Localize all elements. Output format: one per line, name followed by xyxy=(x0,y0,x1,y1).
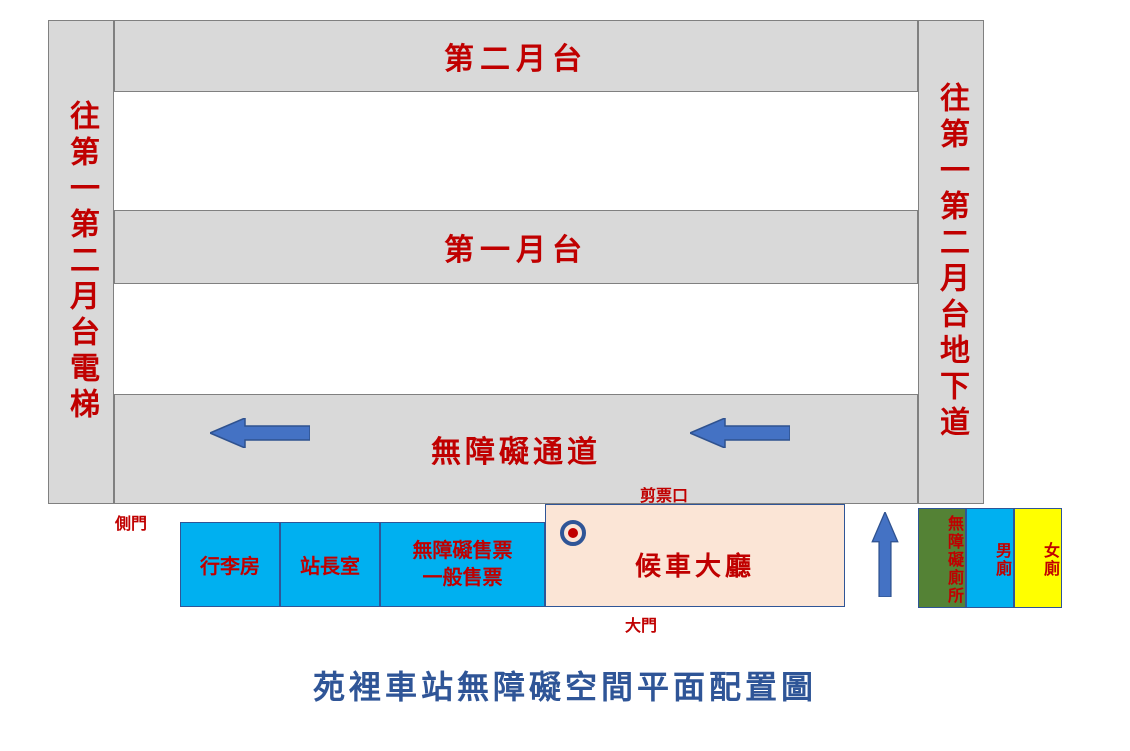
platform-1-label: 第一月台 xyxy=(444,225,588,269)
marker-circle-icon xyxy=(560,520,586,546)
station-master-room: 站長室 xyxy=(280,522,380,607)
accessible-corridor-band: 無障礙通道 xyxy=(114,394,918,504)
left-elevator-label: 往第一第二月台電梯 xyxy=(59,100,103,424)
diagram-title-text: 苑裡車站無障礙空間平面配置圖 xyxy=(313,662,817,708)
station-master-label: 站長室 xyxy=(300,550,360,579)
accessible-toilet-label: 無障礙廁所 xyxy=(941,515,965,605)
side-door-label: 側門 xyxy=(115,510,147,534)
ticket-room-label-2: 一般售票 xyxy=(423,565,503,592)
accessible-toilet: 無障礙廁所 xyxy=(918,508,966,608)
womens-toilet-label: 女廁 xyxy=(1037,542,1061,578)
mens-toilet-label: 男廁 xyxy=(989,542,1013,578)
side-door-text: 側門 xyxy=(115,516,147,533)
womens-toilet: 女廁 xyxy=(1014,508,1062,608)
right-underpass-label: 往第一第二月台地下道 xyxy=(929,82,973,442)
left-elevator-column: 往第一第二月台電梯 xyxy=(48,20,114,504)
waiting-hall: 候車大廳 xyxy=(545,504,845,607)
ticket-gate-text: 剪票口 xyxy=(640,488,688,505)
waiting-hall-label: 候車大廳 xyxy=(635,546,755,583)
arrow-up-icon xyxy=(870,512,900,597)
main-door-label: 大門 xyxy=(625,612,657,636)
luggage-room: 行李房 xyxy=(180,522,280,607)
ticket-room: 無障礙售票 一般售票 xyxy=(380,522,545,607)
ticket-room-label-1: 無障礙售票 xyxy=(413,538,513,565)
luggage-room-label: 行李房 xyxy=(200,550,260,579)
mens-toilet: 男廁 xyxy=(966,508,1014,608)
arrow-left-icon xyxy=(210,418,310,448)
diagram-title: 苑裡車站無障礙空間平面配置圖 xyxy=(0,662,1130,708)
right-underpass-column: 往第一第二月台地下道 xyxy=(918,20,984,504)
main-door-text: 大門 xyxy=(625,618,657,635)
accessible-corridor-label: 無障礙通道 xyxy=(431,427,601,471)
ticket-gate-label: 剪票口 xyxy=(640,482,688,506)
platform-2-band: 第二月台 xyxy=(114,20,918,92)
arrow-left-icon xyxy=(690,418,790,448)
platform-2-label: 第二月台 xyxy=(444,34,588,78)
platform-1-band: 第一月台 xyxy=(114,210,918,284)
